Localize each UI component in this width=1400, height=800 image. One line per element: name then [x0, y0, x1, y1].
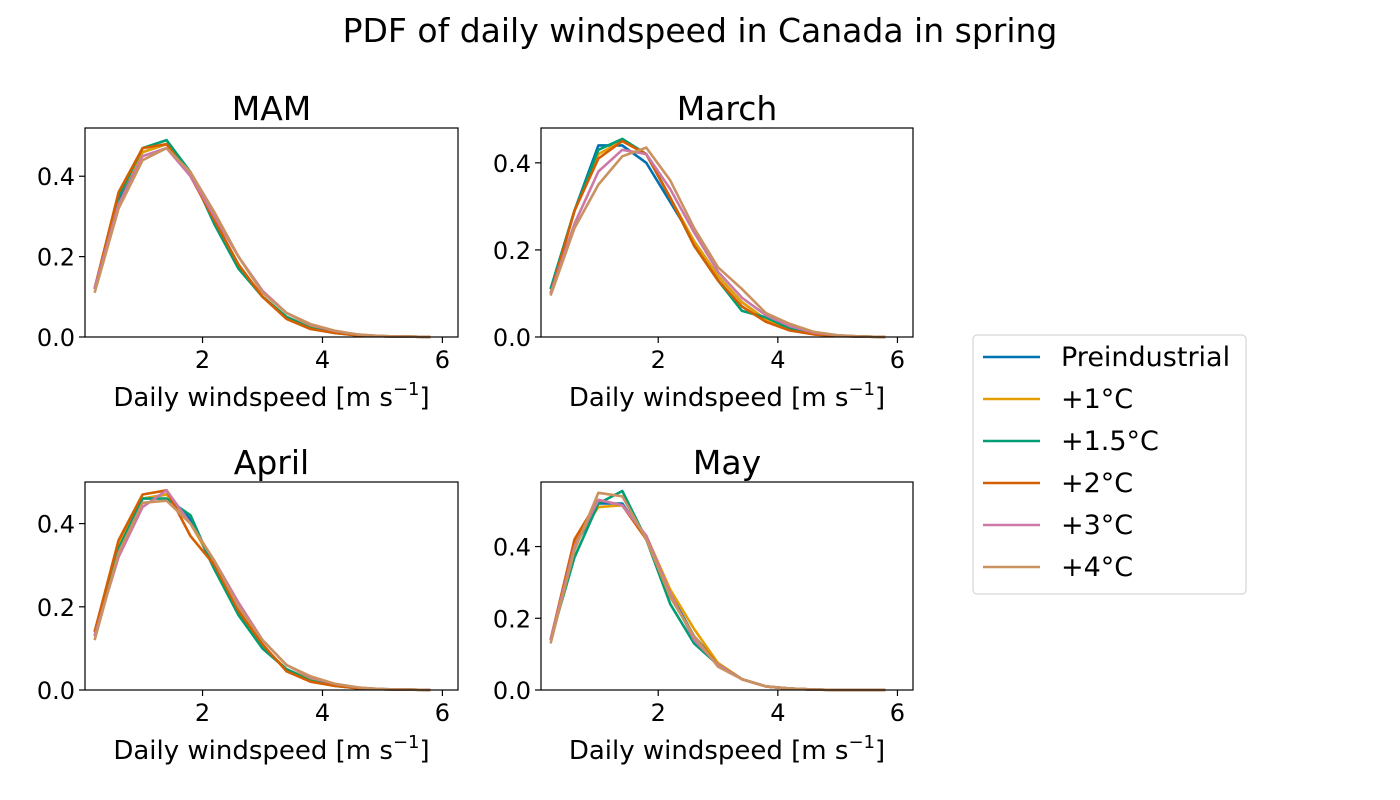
x-tick-label: 6	[435, 346, 450, 374]
series-line-15c	[93, 138, 431, 339]
subplot-april: 2 4 6 0.0 0.2 0.4 April Daily windspeed [m s−1]	[37, 443, 459, 766]
series-line-3c	[93, 146, 431, 339]
x-tick-label: 4	[315, 699, 330, 727]
series-line-15c	[93, 497, 431, 692]
series-line-4c	[93, 146, 431, 339]
y-tick-label: 0.0	[37, 677, 75, 705]
subplot-title: May	[693, 443, 761, 482]
series-line-2c	[93, 142, 431, 339]
axes-frame	[84, 127, 459, 338]
series-line-preindustrial	[93, 493, 431, 692]
figure-suptitle: PDF of daily windspeed in Canada in spri…	[343, 11, 1058, 50]
legend-label: +1.5°C	[1061, 426, 1159, 457]
legend-label: +2°C	[1061, 468, 1133, 499]
x-axis-label: Daily windspeed [m s−1]	[113, 732, 429, 766]
subplot-title: March	[677, 89, 778, 128]
axes-frame	[84, 481, 459, 691]
axes-frame	[540, 481, 914, 691]
series-line-preindustrial	[93, 142, 431, 339]
y-tick-label: 0.2	[493, 237, 531, 265]
legend-entry: +3°C	[983, 510, 1133, 541]
series-lines	[549, 137, 886, 339]
y-tick-label: 0.0	[493, 677, 531, 705]
series-lines	[93, 488, 431, 692]
x-tick-label: 2	[651, 699, 666, 727]
legend-label: Preindustrial	[1061, 342, 1230, 373]
y-tick-label: 0.0	[37, 324, 75, 352]
legend-entry: +1°C	[983, 384, 1133, 415]
axes-frame	[540, 127, 914, 338]
series-line-1c	[93, 493, 431, 692]
legend-label: +3°C	[1061, 510, 1133, 541]
legend-entry: Preindustrial	[983, 342, 1230, 373]
y-tick-label: 0.2	[37, 594, 75, 622]
x-tick-label: 2	[195, 346, 210, 374]
series-line-4c	[549, 146, 886, 339]
x-axis-label: Daily windspeed [m s−1]	[113, 379, 429, 413]
series-line-3c	[549, 148, 886, 339]
y-tick-label: 0.4	[493, 150, 531, 178]
x-tick-label: 4	[770, 699, 785, 727]
series-line-preindustrial	[549, 144, 886, 339]
legend-entry: +1.5°C	[983, 426, 1159, 457]
y-tick-label: 0.2	[37, 244, 75, 272]
x-tick-label: 2	[651, 346, 666, 374]
y-tick-label: 0.2	[493, 605, 531, 633]
series-line-4c	[93, 499, 431, 692]
x-tick-label: 4	[770, 346, 785, 374]
series-line-2c	[93, 488, 431, 692]
x-tick-label: 6	[435, 699, 450, 727]
y-tick-label: 0.4	[37, 511, 75, 539]
x-axis-label: Daily windspeed [m s−1]	[569, 732, 885, 766]
subplot-mam: 2 4 6 0.0 0.2 0.4 MAM Daily windspeed [m s−1]	[37, 89, 459, 413]
legend-entry: +4°C	[983, 552, 1133, 583]
subplots: 2 4 6 0.0 0.2 0.4 MAM Daily windspeed [m s−1] 2 4…	[37, 89, 914, 766]
series-lines	[93, 138, 431, 339]
legend-label: +4°C	[1061, 552, 1133, 583]
legend-label: +1°C	[1061, 384, 1133, 415]
series-line-4c	[549, 491, 886, 692]
series-line-1c	[549, 503, 886, 692]
series-line-1c	[93, 142, 431, 339]
x-tick-label: 4	[315, 346, 330, 374]
subplot-title: MAM	[232, 89, 312, 128]
y-tick-label: 0.0	[493, 324, 531, 352]
subplot-title: April	[234, 443, 309, 482]
series-line-15c	[549, 489, 886, 692]
legend: Preindustrial +1°C +1.5°C +2°C +3°C +4°C	[972, 334, 1247, 595]
series-line-3c	[93, 488, 431, 692]
x-axis-label: Daily windspeed [m s−1]	[569, 379, 885, 413]
x-tick-label: 6	[890, 346, 905, 374]
legend-entry: +2°C	[983, 468, 1133, 499]
y-tick-label: 0.4	[37, 163, 75, 191]
subplot-march: 2 4 6 0.0 0.2 0.4 March Daily windspeed [m s−1]	[493, 89, 914, 413]
y-tick-label: 0.4	[493, 534, 531, 562]
subplot-may: 2 4 6 0.0 0.2 0.4 May Daily windspeed [m s−1]	[493, 443, 914, 766]
x-tick-label: 6	[890, 699, 905, 727]
legend-frame	[972, 334, 1247, 595]
x-tick-label: 2	[195, 699, 210, 727]
series-lines	[549, 489, 886, 692]
